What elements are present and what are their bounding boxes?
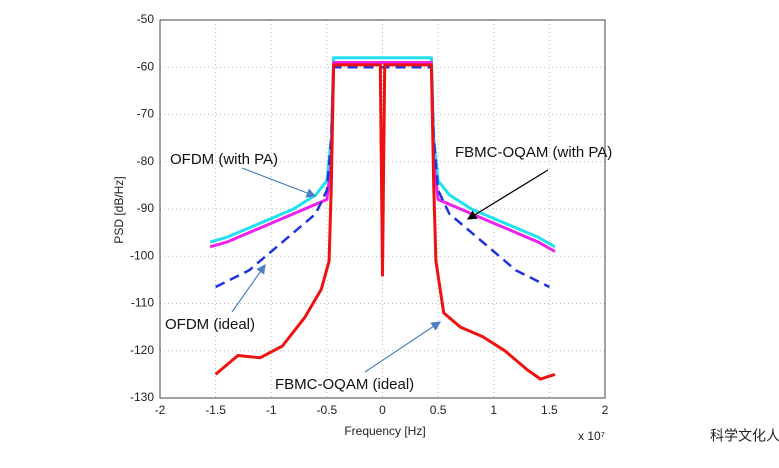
series-line bbox=[209, 61, 556, 253]
y-tick-label: -70 bbox=[137, 107, 155, 121]
x-tick-label: 2 bbox=[602, 403, 609, 417]
y-tick-label: -50 bbox=[137, 12, 155, 26]
y-tick-label: -80 bbox=[137, 154, 155, 168]
x-tick-label: 1 bbox=[490, 403, 497, 417]
annotation: OFDM (ideal) bbox=[165, 316, 255, 333]
y-tick-label: -110 bbox=[131, 296, 154, 310]
y-axis-label: PSD [dB/Hz] bbox=[112, 176, 126, 243]
annotation-arrow bbox=[364, 321, 441, 373]
y-tick-label: -90 bbox=[137, 201, 155, 215]
series-line bbox=[215, 66, 550, 289]
y-tick-label: -60 bbox=[137, 59, 155, 73]
plot-frame bbox=[159, 19, 606, 399]
series-line bbox=[214, 63, 556, 381]
x-tick-label: -2 bbox=[155, 403, 166, 417]
x-axis-label: Frequency [Hz] bbox=[344, 424, 425, 438]
x-tick-label: 1.5 bbox=[541, 403, 558, 417]
x-tick-label: 0 bbox=[379, 403, 386, 417]
annotation: FBMC-OQAM (ideal) bbox=[275, 376, 414, 393]
annotation: OFDM (with PA) bbox=[170, 151, 278, 168]
x-tick-label: -1 bbox=[266, 403, 277, 417]
watermark: 科学文化人 bbox=[710, 428, 779, 444]
x-tick-label: -0.5 bbox=[317, 403, 338, 417]
x-tick-label: -1.5 bbox=[205, 403, 226, 417]
annotation-arrow bbox=[241, 167, 317, 198]
y-tick-label: -130 bbox=[130, 390, 154, 404]
annotation-arrow bbox=[466, 169, 549, 220]
annotation: FBMC-OQAM (with PA) bbox=[455, 144, 612, 161]
x-scale-label: x 10⁷ bbox=[578, 429, 605, 443]
y-tick-label: -120 bbox=[130, 343, 154, 357]
annotation-arrow bbox=[231, 264, 266, 313]
y-tick-label: -100 bbox=[130, 248, 154, 262]
x-tick-label: 0.5 bbox=[430, 403, 447, 417]
